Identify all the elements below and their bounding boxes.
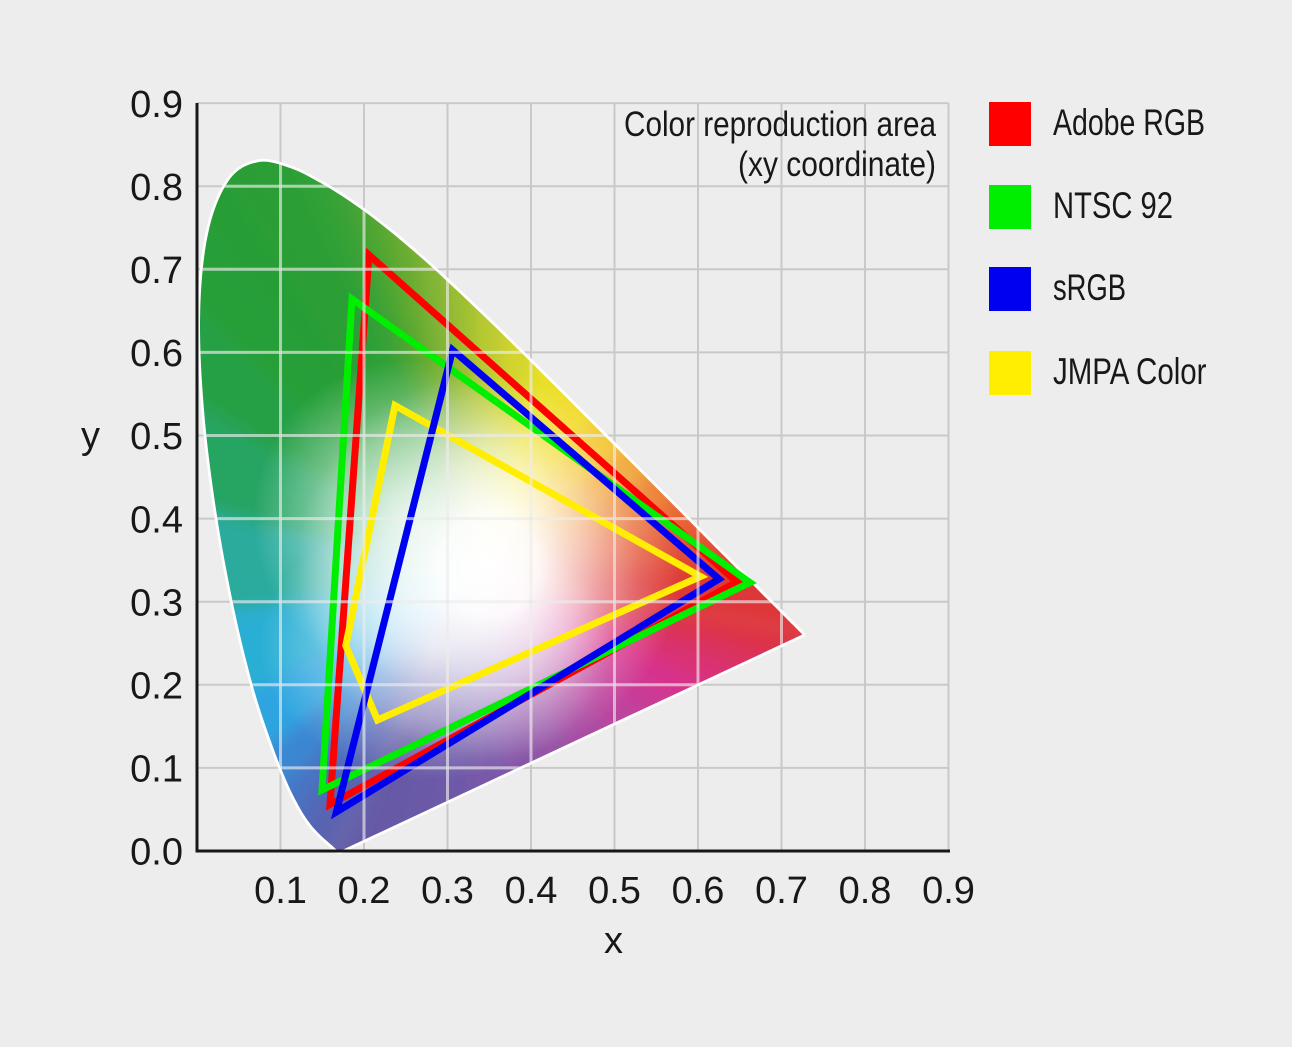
svg-text:0.0: 0.0 [130,832,183,874]
svg-text:0.2: 0.2 [130,666,183,708]
svg-text:NTSC 92: NTSC 92 [1053,185,1173,226]
svg-text:0.9: 0.9 [130,84,183,126]
svg-text:0.3: 0.3 [421,870,474,912]
svg-text:y: y [81,415,100,457]
svg-text:0.6: 0.6 [130,333,183,375]
svg-text:0.1: 0.1 [130,749,183,791]
svg-text:0.2: 0.2 [338,870,391,912]
svg-text:0.8: 0.8 [130,167,183,209]
svg-text:0.7: 0.7 [755,870,808,912]
svg-text:(xy coordinate): (xy coordinate) [738,145,936,184]
svg-text:JMPA Color: JMPA Color [1053,351,1207,392]
svg-text:0.9: 0.9 [922,870,975,912]
svg-text:0.4: 0.4 [505,870,558,912]
svg-text:x: x [604,920,623,962]
svg-text:0.8: 0.8 [839,870,892,912]
svg-text:Color reproduction area: Color reproduction area [624,105,936,144]
svg-text:0.4: 0.4 [130,499,183,541]
svg-text:0.3: 0.3 [130,582,183,624]
svg-text:0.6: 0.6 [672,870,725,912]
svg-text:0.5: 0.5 [130,416,183,458]
svg-text:0.7: 0.7 [130,250,183,292]
svg-text:0.5: 0.5 [588,870,641,912]
svg-text:Adobe RGB: Adobe RGB [1053,102,1205,143]
svg-text:0.1: 0.1 [254,870,307,912]
svg-text:sRGB: sRGB [1053,267,1126,308]
